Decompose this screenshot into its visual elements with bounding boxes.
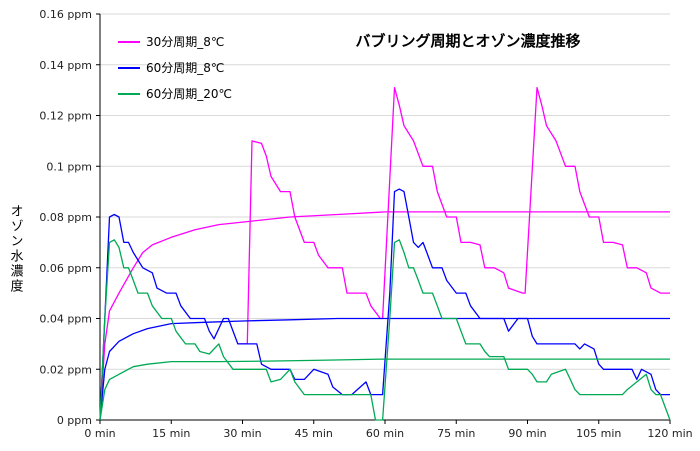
series-line-2-pulse — [99, 317, 670, 421]
legend-label: 60分周期_20℃ — [146, 87, 232, 101]
y-tick-label: 0.04 ppm — [39, 313, 92, 326]
legend-label: 30分周期_8℃ — [146, 35, 224, 49]
chart-title: バブリング周期とオゾン濃度推移 — [355, 32, 580, 50]
series-lines — [99, 86, 671, 421]
x-tick-label: 105 min — [576, 427, 621, 440]
series-line-1-pulse — [99, 211, 670, 421]
x-tick-label: 30 min — [223, 427, 261, 440]
x-tick-label: 15 min — [152, 427, 190, 440]
x-tick-label: 90 min — [508, 427, 546, 440]
series-line-2-sawtooth — [99, 188, 670, 421]
y-tick-label: 0 ppm — [57, 414, 92, 427]
series-line-3-pulse — [99, 358, 670, 421]
x-tick-label: 75 min — [437, 427, 475, 440]
series-line-3-sawtooth — [99, 239, 671, 421]
y-tick-label: 0.16 ppm — [39, 8, 92, 21]
series-line-1-sawtooth — [237, 86, 670, 345]
x-tick-label: 0 min — [84, 427, 115, 440]
y-tick-label: 0.06 ppm — [39, 262, 92, 275]
legend-label: 60分周期_8℃ — [146, 61, 224, 75]
y-tick-label: 0.12 ppm — [39, 110, 92, 123]
y-axis-label: オゾン水濃度 — [8, 204, 24, 294]
y-tick-label: 0.08 ppm — [39, 211, 92, 224]
y-tick-label: 0.02 ppm — [39, 363, 92, 376]
y-tick-label: 0.14 ppm — [39, 59, 92, 72]
x-tick-label: 120 min — [647, 427, 692, 440]
x-tick-label: 60 min — [366, 427, 404, 440]
legend: 30分周期_8℃ 60分周期_8℃ 60分周期_20℃ — [118, 35, 232, 101]
x-tick-label: 45 min — [295, 427, 333, 440]
y-ticks: 0 ppm 0.02 ppm 0.04 ppm 0.06 ppm 0.08 ppm 0.1… — [39, 8, 100, 427]
y-tick-label: 0.1 ppm — [46, 160, 92, 173]
x-ticks: 0 min 15 min 30 min 45 min 60 min 75 min 90 mi… — [84, 420, 693, 440]
